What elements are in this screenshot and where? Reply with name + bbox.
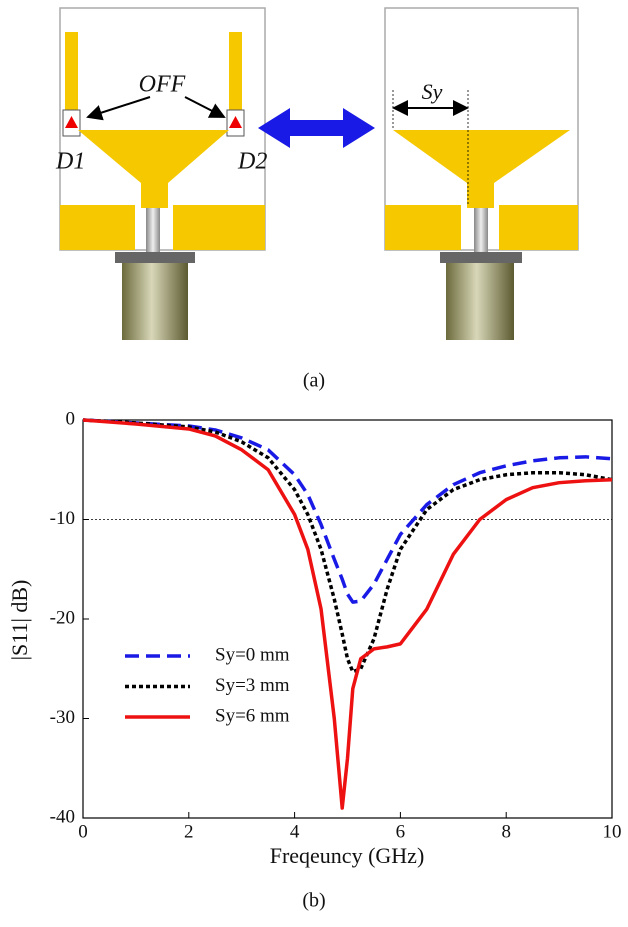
x-tick-label: 8: [501, 821, 511, 842]
antenna-left: [59, 7, 266, 340]
x-tick-label: 0: [78, 821, 88, 842]
series-line: [82, 418, 613, 604]
y-axis-title: |S11| dB): [7, 580, 32, 661]
off-label: OFF: [139, 72, 186, 98]
d2-label: D2: [237, 149, 267, 175]
y-tick-label: -10: [50, 508, 75, 529]
switch-arrow: [258, 108, 375, 148]
sy-label: Sy: [422, 79, 443, 104]
antenna-right: [384, 7, 579, 340]
caption-a: (a): [303, 370, 325, 392]
y-tick-label: 0: [66, 408, 76, 429]
y-tick-label: -40: [50, 806, 75, 827]
legend-label: Sy=3 mm: [215, 675, 290, 696]
y-tick-label: -20: [50, 607, 75, 628]
series-line: [82, 418, 613, 674]
y-tick-label: -30: [50, 707, 75, 728]
x-axis-title: Freqeuncy (GHz): [270, 843, 425, 868]
x-tick-label: 2: [184, 821, 194, 842]
d1-label: D1: [55, 149, 85, 175]
x-tick-label: 10: [603, 821, 622, 842]
x-tick-label: 4: [290, 821, 300, 842]
legend-label: Sy=0 mm: [215, 644, 290, 665]
legend-label: Sy=6 mm: [215, 705, 290, 726]
caption-b: (b): [302, 890, 325, 912]
series-line: [82, 418, 613, 810]
x-tick-label: 6: [396, 821, 406, 842]
